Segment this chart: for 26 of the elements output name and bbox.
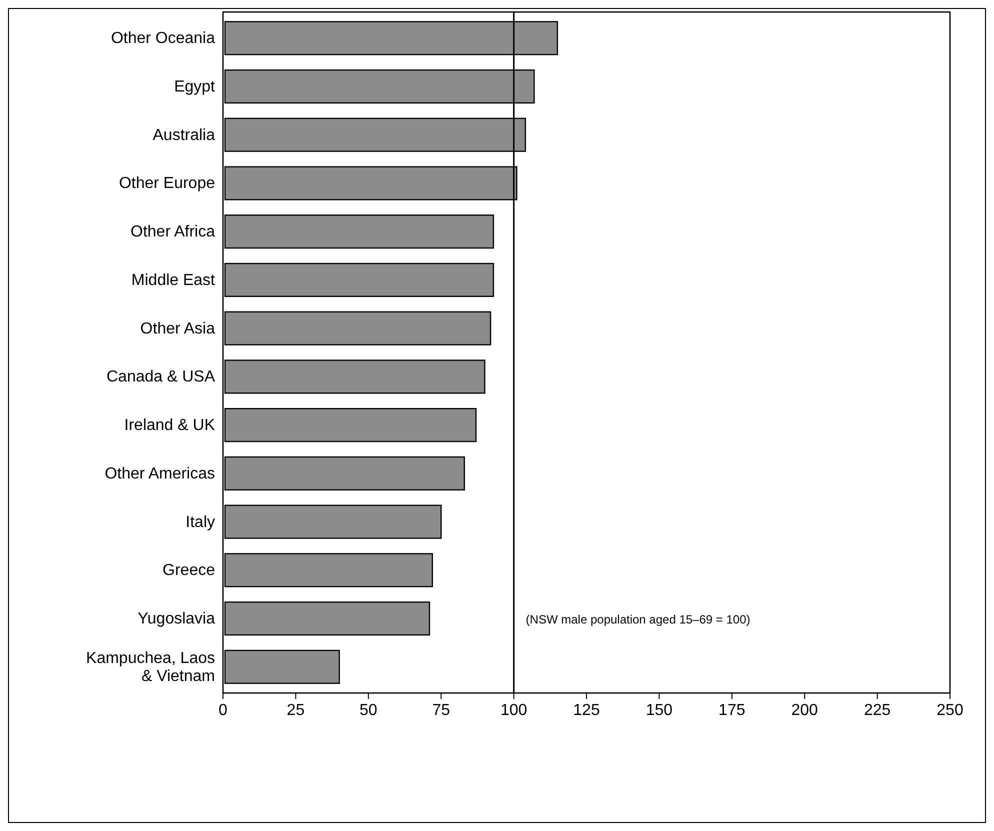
y-tick-label: Other Asia	[140, 320, 216, 338]
y-tick-label: Other Africa	[130, 224, 216, 241]
x-tick-label: 250	[936, 702, 964, 719]
y-tick-label: Italy	[186, 514, 215, 531]
y-tick-label: Australia	[152, 126, 216, 144]
x-tick-label: 200	[791, 702, 818, 719]
x-tick-label: 25	[286, 702, 305, 719]
y-tick-label: Other Oceania	[110, 30, 216, 48]
annotation: (NSW male population aged 15–69 = 100)	[526, 612, 750, 627]
y-tick-label: Kampuchea, Laos & Vietnam	[86, 650, 215, 685]
y-tick-label: Ireland & UK	[124, 417, 216, 434]
y-tick-label: Other Americas	[104, 465, 215, 482]
x-tick-label: 150	[646, 702, 673, 719]
y-tick-label: Greece	[162, 562, 216, 580]
x-tick-label: 0	[218, 702, 228, 719]
y-tick-label: Egypt	[174, 78, 216, 96]
y-tick-label: Middle East	[131, 272, 216, 289]
x-tick-label: 125	[573, 702, 600, 719]
y-tick-label: Canada & USA	[106, 368, 216, 386]
x-tick-label: 50	[360, 702, 378, 719]
y-tick-label: Yugoslavia	[138, 610, 216, 628]
x-tick-label: 75	[432, 702, 450, 719]
x-tick-label: 225	[864, 702, 891, 719]
x-tick-label: 100	[500, 702, 528, 719]
y-tick-label: Other Europe	[118, 175, 216, 192]
x-tick-label: 175	[718, 702, 746, 719]
